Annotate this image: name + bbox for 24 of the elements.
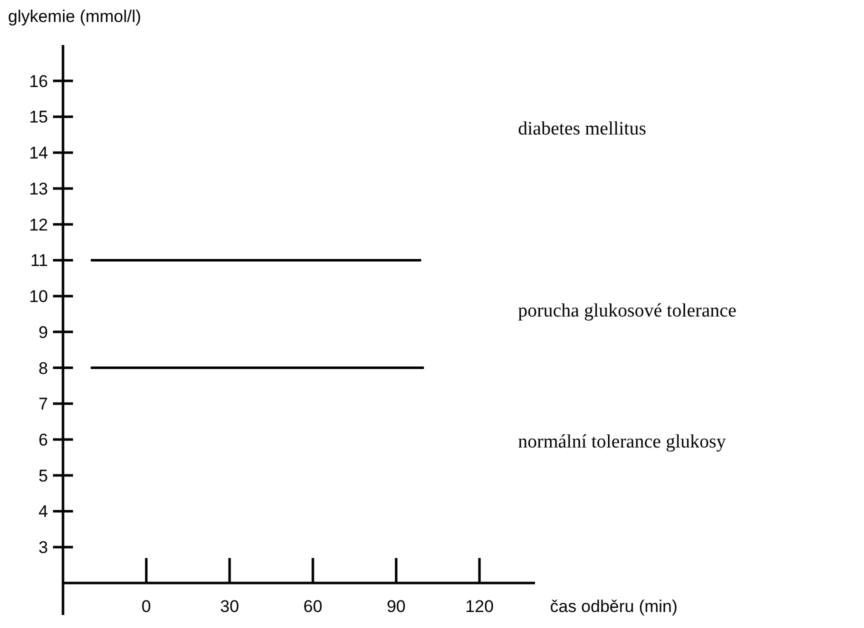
y-tick-label: 15	[29, 108, 48, 127]
y-tick-label: 14	[29, 144, 48, 163]
annotation: normální tolerance glukosy	[518, 432, 726, 453]
x-tick-label: 90	[386, 597, 406, 616]
x-tick-label: 0	[142, 597, 152, 616]
annotation: diabetes mellitus	[518, 118, 646, 140]
x-axis-title: čas odběru (min)	[550, 597, 678, 616]
y-tick-label: 7	[38, 394, 48, 414]
x-tick-label: 30	[220, 597, 240, 616]
y-tick-label: 12	[29, 215, 48, 234]
annotation: porucha glukosové tolerance	[518, 300, 736, 322]
x-tick-label: 120	[465, 597, 494, 616]
y-tick-label: 8	[38, 358, 48, 378]
y-tick-label: 10	[29, 287, 48, 306]
x-tick-label: 60	[303, 597, 322, 616]
y-tick-label: 11	[30, 251, 48, 270]
y-tick-label: 16	[29, 72, 48, 91]
y-tick-label: 4	[38, 502, 48, 522]
y-axis-title: glykemie (mmol/l)	[8, 7, 142, 26]
y-tick-label: 6	[38, 430, 48, 450]
y-tick-label: 9	[38, 322, 48, 342]
y-tick-label: 5	[38, 466, 48, 486]
y-tick-label: 13	[29, 179, 48, 198]
y-tick-label: 3	[38, 538, 48, 558]
